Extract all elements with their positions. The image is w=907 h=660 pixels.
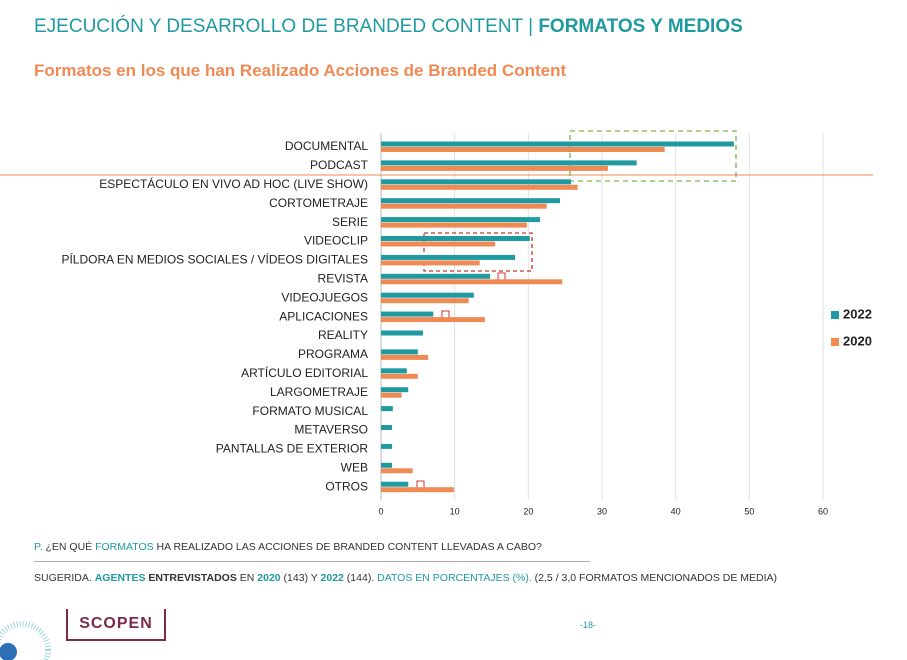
bar <box>381 236 530 241</box>
logo: SCOPEN <box>66 609 166 641</box>
x-tick-label: 40 <box>671 506 681 516</box>
category-label: PANTALLAS DE EXTERIOR <box>216 442 369 456</box>
bar <box>381 354 429 360</box>
bar <box>381 406 393 412</box>
category-label: LARGOMETRAJE <box>270 385 368 399</box>
bar <box>381 179 572 185</box>
bar <box>381 279 563 285</box>
x-tick-label: 0 <box>378 506 383 516</box>
bar <box>381 260 480 266</box>
bar <box>381 368 407 374</box>
x-tick-label: 60 <box>818 506 828 516</box>
highlight-box <box>423 232 533 272</box>
category-label: PÍLDORA EN MEDIOS SOCIALES / VÍDEOS DIGI… <box>61 252 368 267</box>
category-label: CORTOMETRAJE <box>269 196 368 210</box>
bar <box>381 222 527 228</box>
note-part: EN <box>236 572 258 584</box>
x-tick-label: 50 <box>744 506 754 516</box>
bar <box>381 443 393 449</box>
category-label: DOCUMENTAL <box>285 139 368 153</box>
question-part: ¿EN QUÉ <box>42 541 96 553</box>
bar <box>381 317 485 323</box>
category-label: FORMATO MUSICAL <box>252 404 368 418</box>
question-part: FORMATOS <box>95 541 154 553</box>
bar <box>381 147 665 152</box>
category-label: WEB <box>341 460 368 474</box>
bar <box>381 141 734 147</box>
note-part: (2,5 / 3,0 FORMATOS MENCIONADOS DE MEDIA… <box>531 572 777 584</box>
bar <box>381 349 418 355</box>
category-label: SERIE <box>332 215 368 229</box>
category-label: PODCAST <box>310 158 369 172</box>
bar <box>381 392 402 398</box>
category-label: VIDEOJUEGOS <box>281 290 368 304</box>
note: SUGERIDA. AGENTES ENTREVISTADOS EN 2020 … <box>34 572 777 584</box>
legend-label: 2020 <box>843 333 872 348</box>
category-label: ESPECTÁCULO EN VIVO AD HOC (LIVE SHOW) <box>99 176 368 191</box>
category-label: VIDEOCLIP <box>304 234 368 248</box>
bar <box>381 481 409 487</box>
separator <box>34 561 590 562</box>
bar <box>381 198 561 204</box>
question-part: P. <box>34 541 43 553</box>
bar <box>381 254 516 260</box>
bar <box>381 373 418 379</box>
category-label: METAVERSO <box>294 423 368 437</box>
bar <box>381 241 496 247</box>
x-tick-label: 20 <box>523 506 533 516</box>
x-tick-label: 30 <box>597 506 607 516</box>
decoration <box>0 643 17 660</box>
page-number: -18- <box>580 620 597 630</box>
bar <box>381 487 454 493</box>
header-title: EJECUCIÓN Y DESARROLLO DE BRANDED CONTEN… <box>34 16 539 37</box>
bar <box>381 160 637 166</box>
bar <box>381 184 578 190</box>
category-label: ARTÍCULO EDITORIAL <box>241 365 368 380</box>
header-section: FORMATOS Y MEDIOS <box>538 16 743 37</box>
note-part: 2020 <box>257 572 281 584</box>
bar <box>381 298 469 304</box>
legend-label: 2022 <box>843 306 872 321</box>
note-part: SUGERIDA. <box>34 572 95 584</box>
bar <box>381 330 423 336</box>
bar <box>381 387 409 393</box>
bar <box>381 217 541 223</box>
bar <box>381 462 393 468</box>
category-label: REALITY <box>318 328 368 342</box>
note-part: (143) Y <box>280 572 321 584</box>
bar <box>381 203 547 209</box>
bar <box>381 425 393 430</box>
question: P. ¿EN QUÉ FORMATOS HA REALIZADO LAS ACC… <box>34 541 542 553</box>
category-label: OTROS <box>325 479 368 493</box>
bar <box>381 292 474 298</box>
header: EJECUCIÓN Y DESARROLLO DE BRANDED CONTEN… <box>34 16 743 38</box>
note-part: DATOS EN PORCENTAJES (%). <box>377 572 532 584</box>
note-part: (144). <box>343 572 378 584</box>
category-label: PROGRAMA <box>298 347 368 361</box>
note-part: AGENTES <box>94 572 146 584</box>
note-part: 2022 <box>320 572 344 584</box>
note-part: ENTREVISTADOS <box>145 572 237 584</box>
bar <box>381 165 608 171</box>
highlight-box <box>569 130 737 182</box>
bar <box>381 468 413 474</box>
category-label: APLICACIONES <box>279 309 368 323</box>
bar <box>381 273 491 279</box>
category-label: REVISTA <box>318 271 368 285</box>
bar <box>381 311 434 317</box>
legend-swatch <box>831 338 839 346</box>
chart-title: Formatos en los que han Realizado Accion… <box>34 61 567 80</box>
decoration <box>0 621 51 660</box>
legend-swatch <box>831 311 839 319</box>
x-tick-label: 10 <box>450 506 460 516</box>
question-part: HA REALIZADO LAS ACCIONES DE BRANDED CON… <box>153 541 542 553</box>
